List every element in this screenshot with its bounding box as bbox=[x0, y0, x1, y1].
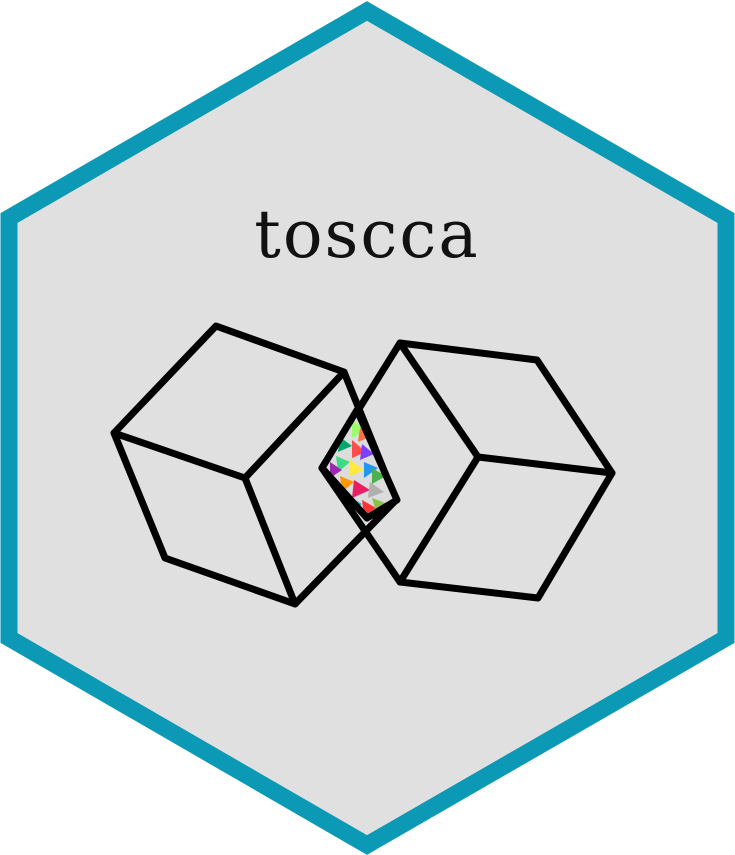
intersection-outline bbox=[318, 406, 401, 522]
logo-title: toscca bbox=[254, 196, 479, 273]
